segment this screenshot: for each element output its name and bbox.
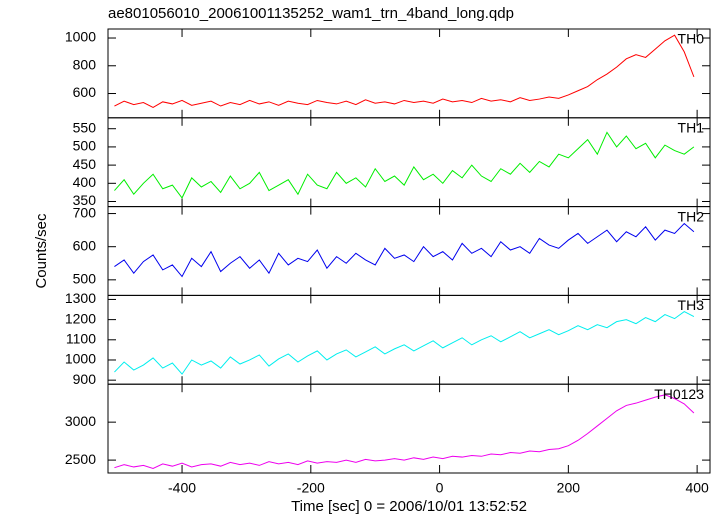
panel-frame — [107, 117, 711, 208]
y-tick-label: 1200 — [65, 310, 96, 326]
y-axis-label: Counts/sec — [33, 213, 50, 289]
y-tick-label: 700 — [73, 204, 97, 220]
y-tick-label: 600 — [73, 237, 97, 253]
y-tick-label: 1100 — [66, 331, 96, 347]
y-tick-label: 1000 — [65, 351, 96, 367]
panel-label: TH3 — [678, 297, 705, 313]
y-tick-label: 500 — [73, 271, 97, 287]
panel-label: TH0 — [678, 31, 705, 47]
panel-label: TH0123 — [654, 386, 704, 402]
data-line — [114, 34, 695, 108]
chart-title: ae801056010_20061001135252_wam1_trn_4ban… — [108, 5, 514, 22]
y-tick-label: 550 — [73, 119, 97, 135]
panel-frame — [107, 28, 711, 119]
data-line — [114, 131, 695, 199]
x-tick-label: -200 — [297, 480, 325, 496]
y-tick-label: 2500 — [65, 451, 96, 467]
panel-frame — [107, 206, 711, 296]
x-tick-label: 0 — [436, 480, 444, 496]
x-tick-label: 200 — [557, 480, 581, 496]
y-tick-label: 1000 — [65, 29, 96, 45]
y-tick-label: 500 — [73, 138, 97, 154]
y-tick-label: 800 — [73, 56, 97, 72]
y-tick-label: 350 — [73, 192, 97, 208]
data-line — [114, 222, 695, 278]
data-line — [114, 310, 695, 375]
panel-label: TH1 — [678, 120, 705, 136]
y-tick-label: 600 — [73, 84, 97, 100]
x-tick-label: 400 — [685, 480, 709, 496]
x-tick-label: -400 — [168, 480, 196, 496]
y-tick-label: 400 — [73, 174, 97, 190]
y-tick-label: 1300 — [65, 290, 96, 306]
y-tick-label: 450 — [73, 156, 97, 172]
y-tick-label: 900 — [73, 371, 97, 387]
x-axis-label: Time [sec] 0 = 2006/10/01 13:52:52 — [291, 498, 527, 515]
data-line — [114, 394, 695, 469]
panel-label: TH2 — [678, 208, 705, 224]
panel-frame — [107, 294, 711, 385]
y-tick-label: 3000 — [65, 413, 96, 429]
panel-frame — [107, 383, 711, 474]
